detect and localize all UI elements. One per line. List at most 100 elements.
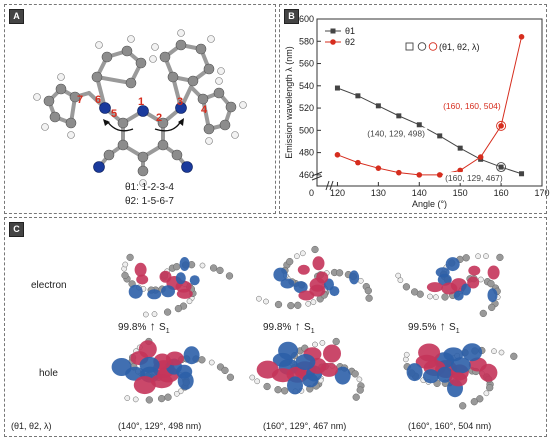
rotation-arrow-left <box>106 120 134 132</box>
series-2-point <box>416 172 423 178</box>
atom <box>299 250 306 257</box>
negative-lobe <box>293 281 308 294</box>
atom <box>274 386 282 394</box>
key-circle <box>417 42 427 51</box>
atom <box>274 300 283 309</box>
hydrogen-atom <box>239 101 247 109</box>
atom <box>488 303 496 312</box>
atom <box>286 257 294 266</box>
positive-lobe <box>134 262 147 277</box>
atom <box>254 378 261 385</box>
x-axis-label: Angle (°) <box>412 199 447 209</box>
positive-lobe <box>256 360 279 379</box>
panel-b: B 120 130 140 150 160 170 460 480 500 520 540 560 58… <box>279 4 550 214</box>
geometry-caption: (140°, 129°, 498 nm) <box>118 421 202 431</box>
carbon-atom <box>137 165 149 177</box>
atom <box>151 311 158 317</box>
negative-lobe <box>183 346 200 365</box>
transition-state: S1 <box>159 322 170 335</box>
legend-note: (θ1, θ2, λ) <box>439 42 480 52</box>
key-square <box>405 42 414 51</box>
hydrogen-atom <box>207 35 215 43</box>
atom <box>164 393 172 401</box>
carbon-atom <box>203 123 215 135</box>
transition-percent: 99.8% <box>263 322 292 333</box>
x-tick-label: 140 <box>412 188 427 198</box>
atom-label-4: 4 <box>201 104 208 116</box>
carbon-atom <box>197 93 209 105</box>
atom <box>319 340 326 346</box>
carbon-atom <box>171 149 183 161</box>
series-1-point <box>334 85 340 91</box>
atom <box>226 373 235 381</box>
carbon-atom <box>225 101 237 113</box>
series-1-point <box>396 113 402 119</box>
negative-lobe <box>461 283 471 296</box>
positive-lobe <box>449 372 468 387</box>
carbon-atom <box>167 71 179 83</box>
carbon-atom <box>195 43 207 55</box>
atom <box>263 382 271 391</box>
molecule-structure: 12 3 4 567 <box>33 29 247 187</box>
nitrogen-atom <box>99 102 111 114</box>
series-2-point <box>457 167 463 174</box>
atom <box>498 349 505 356</box>
carbon-atom <box>187 75 199 87</box>
hydrogen-atom <box>149 55 157 63</box>
series-1-point <box>416 122 422 128</box>
hydrogen-atom <box>41 123 49 131</box>
atom <box>459 402 467 410</box>
carbon-atom <box>121 45 133 57</box>
atom <box>351 370 359 378</box>
atom <box>462 254 470 262</box>
negative-lobe <box>273 267 288 282</box>
y-tick-label: 500 <box>299 125 314 135</box>
atom <box>263 298 269 305</box>
atom <box>352 393 360 401</box>
carbon-atom <box>159 51 171 63</box>
negative-lobe <box>111 358 132 376</box>
carbon-atom <box>125 77 137 89</box>
x-tick-label: 160 <box>494 188 509 198</box>
carbon-atom <box>65 117 77 129</box>
transition-label: 99.8% ↑ S1 <box>118 319 170 335</box>
atom <box>441 293 449 301</box>
negative-lobe <box>161 285 175 298</box>
panel-b-label: B <box>284 9 299 24</box>
series-2-point <box>334 152 341 158</box>
annotation-bg <box>365 127 428 139</box>
transition-percent: 99.8% <box>118 322 147 333</box>
highlight-circle <box>496 162 507 173</box>
positive-lobe <box>159 270 172 283</box>
negative-lobe <box>406 363 423 382</box>
carbon-atom <box>103 149 115 161</box>
atom <box>173 390 180 397</box>
atom-label-3: 3 <box>177 96 183 108</box>
series-1-point <box>355 93 361 99</box>
positive-lobe <box>165 351 184 366</box>
atom <box>402 283 411 291</box>
caption-key: (θ1, θ2, λ) <box>11 421 52 431</box>
atom <box>483 253 489 259</box>
panel-c-label: C <box>9 222 24 237</box>
carbon-atom <box>55 83 67 95</box>
x-origin-label: 0 <box>309 188 314 198</box>
atom <box>403 351 410 358</box>
positive-lobe <box>487 265 500 280</box>
annotation: (140, 129, 498) <box>367 129 425 139</box>
legend-marker <box>330 28 336 34</box>
atom-label-2: 2 <box>156 112 162 124</box>
nitrogen-atom <box>175 102 187 114</box>
y-tick-label: 600 <box>299 14 314 24</box>
hydrogen-atom <box>205 137 213 145</box>
atom <box>216 266 224 275</box>
series-1-point <box>457 145 463 151</box>
series-2-point <box>375 165 382 171</box>
positive-lobe <box>467 276 480 289</box>
positive-lobe <box>323 344 341 363</box>
y-tick-label: 540 <box>299 81 314 91</box>
y-axis-break <box>311 171 323 181</box>
carbon-atom <box>203 63 215 75</box>
carbon-atom <box>91 71 103 83</box>
